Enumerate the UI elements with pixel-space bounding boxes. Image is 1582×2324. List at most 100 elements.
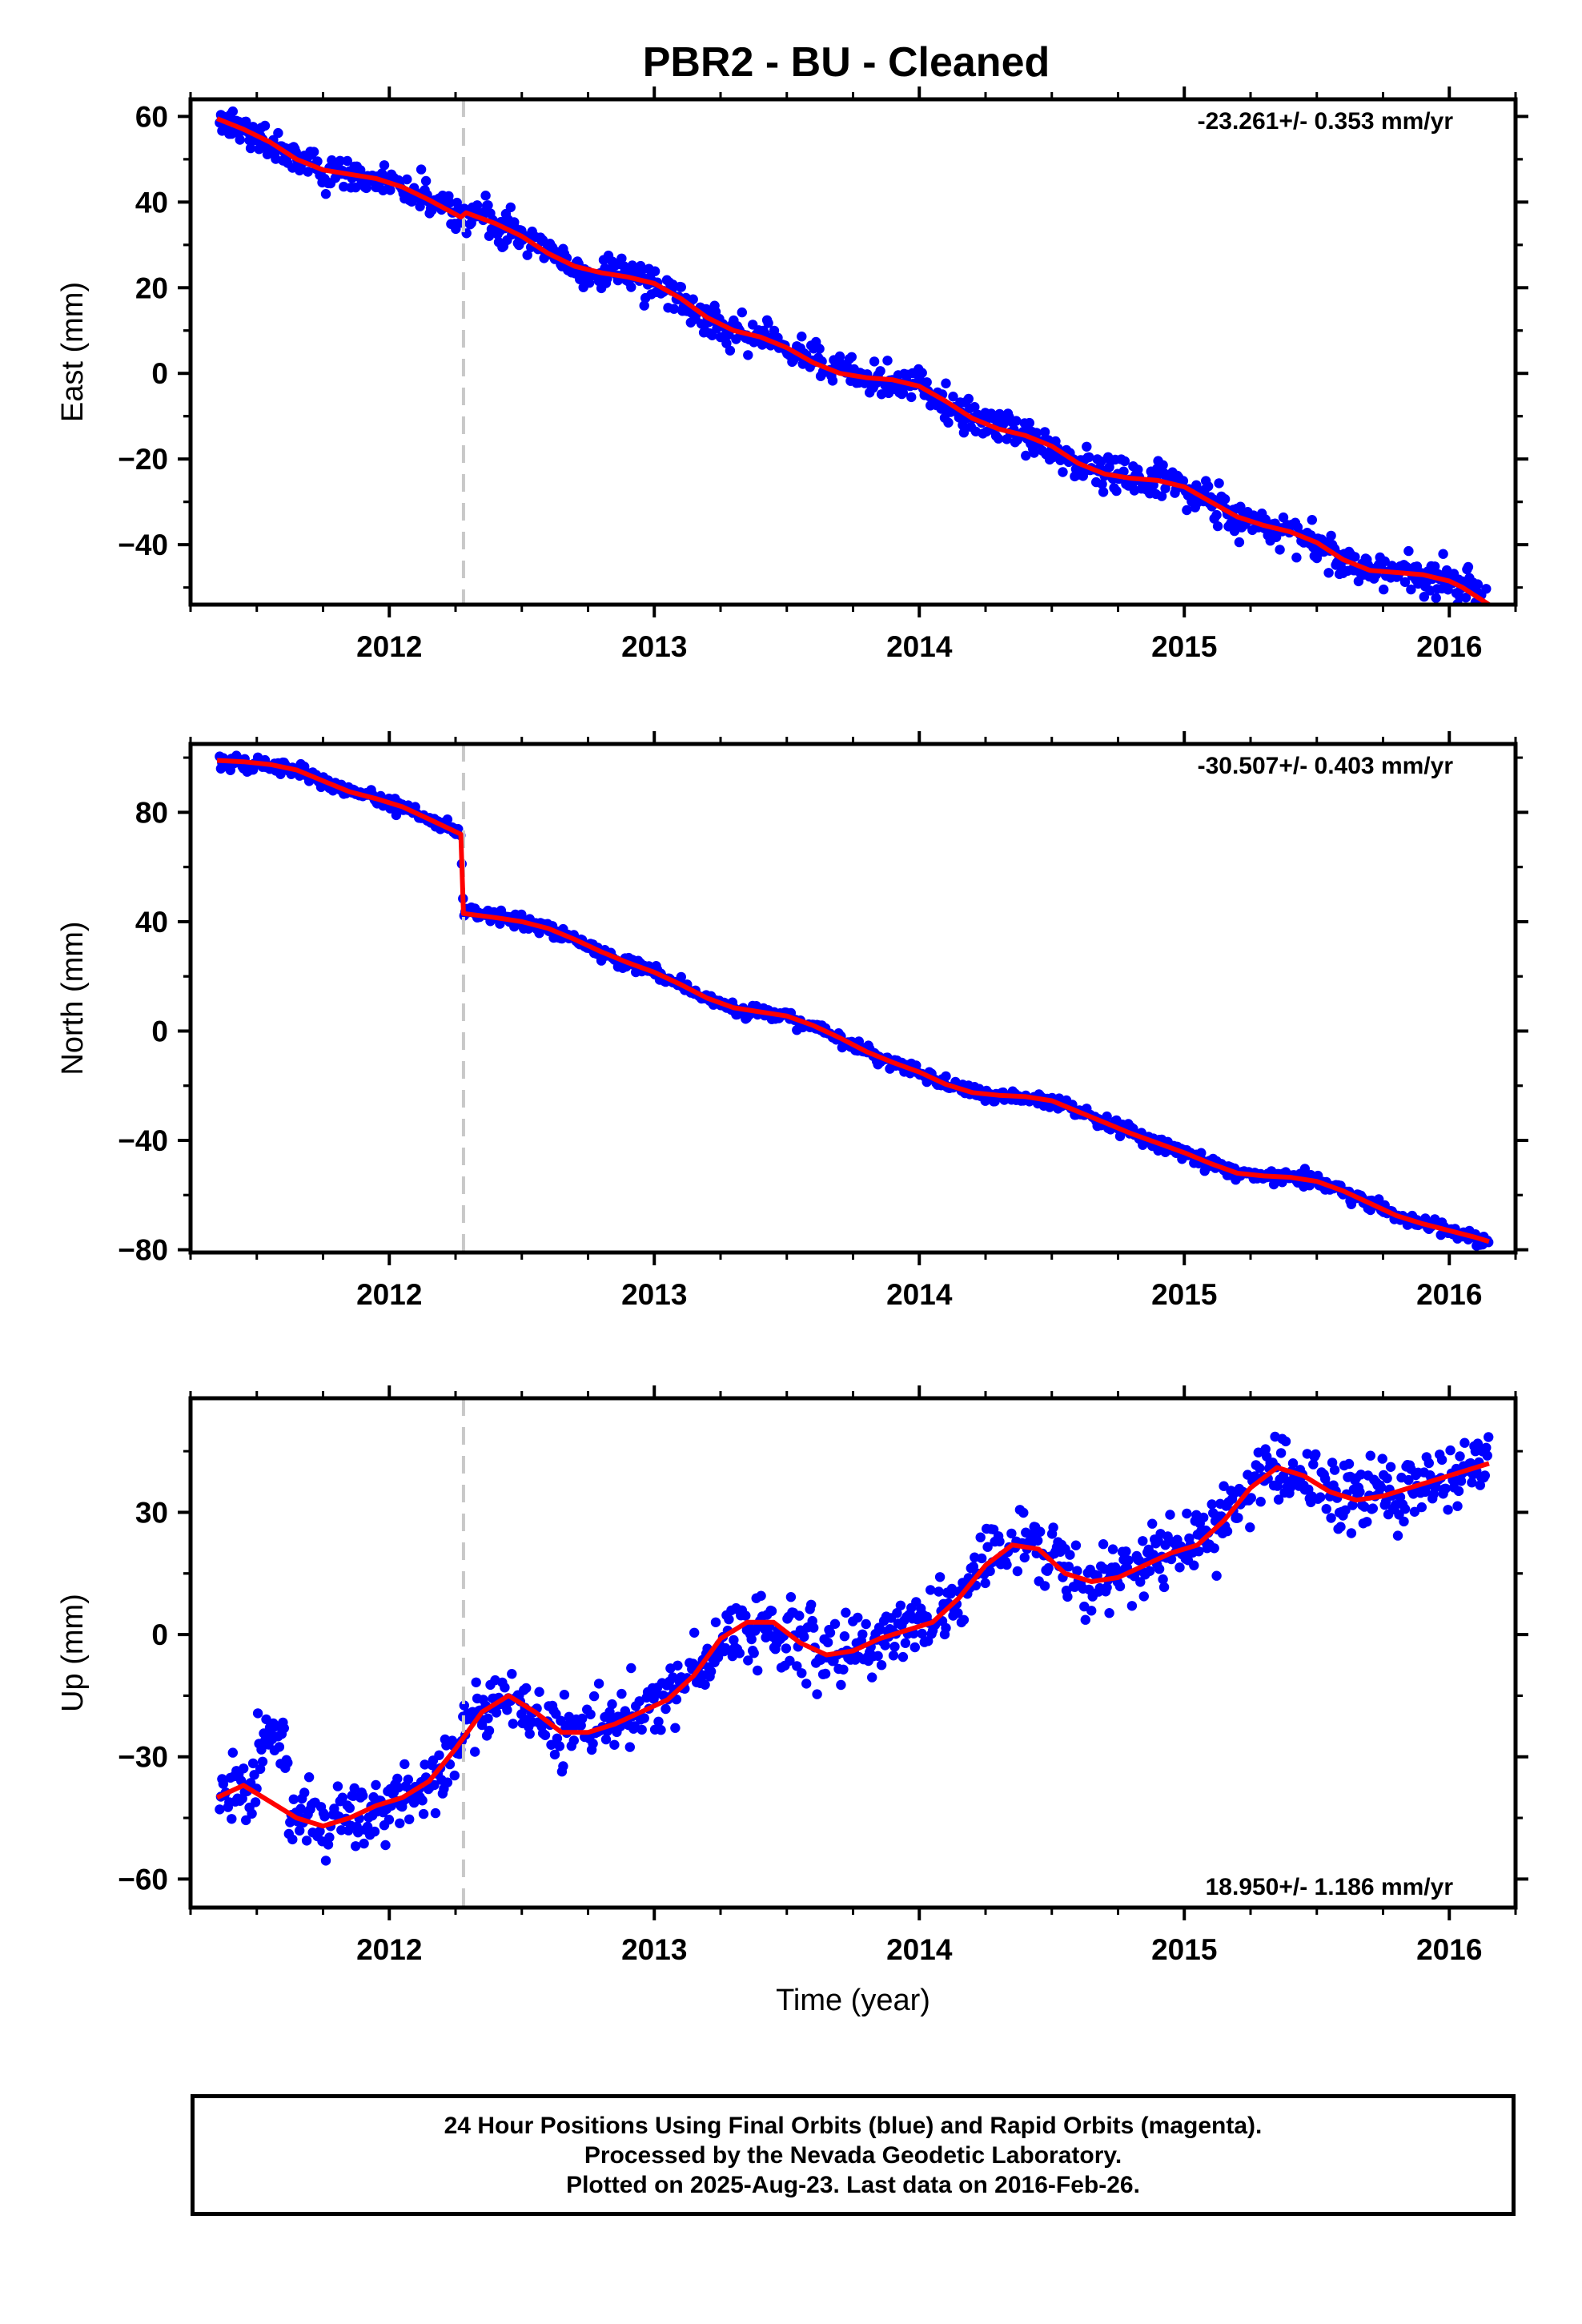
data-point	[319, 1811, 330, 1822]
x-axis-label: Time (year)	[776, 1984, 930, 2017]
footer-line-1: 24 Hour Positions Using Final Orbits (bl…	[444, 2112, 1263, 2139]
data-point	[337, 1792, 347, 1803]
east-panel: −40 −20 0 20 40 60 2012 2013 2014 2015 2016 East (m…	[56, 86, 1528, 663]
data-point	[283, 1757, 293, 1768]
data-point	[215, 1804, 225, 1815]
data-point	[470, 1747, 480, 1757]
data-point	[1482, 1450, 1492, 1461]
x-tick-label: 2013	[621, 1933, 687, 1966]
data-point	[1096, 456, 1106, 467]
y-tick-label: 80	[135, 796, 168, 829]
data-point	[241, 1815, 251, 1826]
data-point	[1098, 1539, 1109, 1550]
data-point	[875, 366, 885, 376]
data-point	[1062, 1591, 1073, 1602]
x-tick-label: 2012	[356, 630, 422, 663]
data-point	[312, 156, 323, 167]
data-point	[1406, 584, 1416, 595]
data-point	[1399, 1516, 1409, 1527]
data-point	[476, 1719, 488, 1731]
data-point	[982, 1542, 993, 1552]
data-point	[227, 1747, 238, 1758]
x-tick-label: 2014	[886, 630, 953, 663]
data-point	[1070, 1540, 1082, 1550]
east-model-fit-line	[215, 116, 1491, 605]
data-point	[753, 1665, 763, 1676]
x-tick-label: 2015	[1151, 1278, 1217, 1311]
data-point	[508, 1719, 518, 1729]
data-point	[636, 1724, 647, 1735]
data-point	[1018, 1507, 1029, 1518]
data-point	[1475, 1480, 1486, 1490]
data-point	[861, 1618, 871, 1630]
data-point	[1326, 530, 1336, 541]
data-point	[1012, 1566, 1023, 1577]
data-point	[416, 164, 427, 175]
data-point	[522, 250, 532, 260]
east-final-orbit-points	[215, 106, 1492, 605]
y-tick-label: −60	[118, 1863, 168, 1896]
data-point	[1255, 1497, 1266, 1507]
data-point	[1403, 1474, 1414, 1486]
x-tick-label: 2015	[1151, 630, 1217, 663]
data-point	[1321, 1504, 1331, 1514]
data-point	[888, 1651, 899, 1661]
data-point	[1072, 1566, 1082, 1576]
data-point	[554, 1741, 565, 1751]
data-point	[743, 1655, 753, 1666]
data-point	[415, 201, 425, 211]
data-point	[1465, 1458, 1476, 1469]
data-point	[801, 1679, 812, 1689]
data-point	[895, 1600, 906, 1611]
data-point	[472, 200, 483, 211]
data-point	[1039, 1581, 1050, 1591]
data-point	[1343, 1458, 1355, 1470]
data-point	[442, 1777, 453, 1787]
data-point	[1209, 1543, 1219, 1554]
data-point	[948, 392, 958, 402]
data-point	[288, 1794, 299, 1804]
data-point	[814, 344, 825, 354]
x-tick-label: 2014	[886, 1933, 953, 1966]
data-point	[876, 1660, 887, 1671]
data-point	[1409, 1506, 1420, 1518]
data-point	[953, 1608, 963, 1618]
data-point	[917, 368, 927, 378]
data-point	[1374, 1194, 1384, 1204]
data-point	[639, 1713, 649, 1723]
east-y-axis-label: East (mm)	[56, 282, 90, 422]
data-point	[299, 1787, 310, 1798]
y-tick-label: 0	[151, 357, 168, 390]
data-point	[434, 1750, 444, 1760]
data-point	[1436, 1454, 1447, 1466]
data-point	[1472, 579, 1484, 589]
data-point	[1024, 417, 1035, 428]
data-point	[1355, 1486, 1365, 1498]
data-point	[725, 345, 736, 356]
data-point	[556, 1715, 566, 1726]
data-point	[1121, 1546, 1131, 1557]
data-point	[257, 1756, 268, 1767]
data-point	[934, 1572, 946, 1582]
data-point	[1273, 1494, 1284, 1505]
x-tick-label: 2015	[1151, 1933, 1217, 1966]
figure-title: PBR2 - BU - Cleaned	[643, 39, 1050, 86]
data-point	[700, 1679, 710, 1690]
data-point	[1329, 1465, 1340, 1475]
data-point	[737, 307, 747, 318]
data-point	[836, 1679, 846, 1691]
data-point	[303, 167, 313, 177]
data-point	[1362, 1517, 1372, 1527]
data-point	[1234, 537, 1245, 548]
data-point	[420, 175, 432, 187]
data-point	[484, 1725, 495, 1736]
data-point	[676, 282, 686, 292]
data-point	[1350, 552, 1360, 562]
x-tick-label: 2012	[356, 1933, 422, 1966]
data-point	[218, 1779, 229, 1789]
data-point	[505, 202, 516, 213]
data-point	[975, 1532, 986, 1542]
data-point	[917, 1628, 927, 1639]
data-point	[993, 433, 1004, 444]
data-point	[653, 1716, 664, 1727]
